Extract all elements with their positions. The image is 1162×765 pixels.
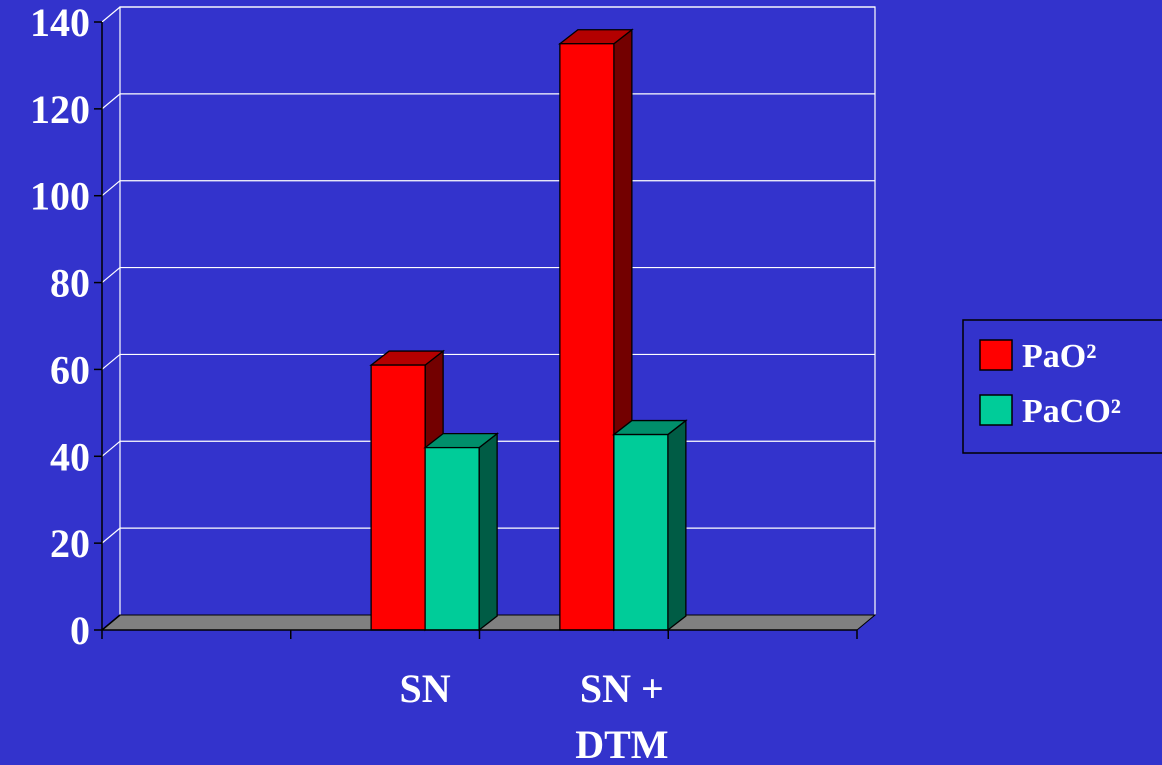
legend-label: PaCO² bbox=[1022, 393, 1121, 430]
gridline-side bbox=[101, 267, 121, 284]
legend-box bbox=[962, 319, 1162, 454]
y-tick-label: 0 bbox=[70, 608, 90, 653]
legend-swatch bbox=[979, 394, 1013, 426]
bar bbox=[369, 349, 446, 632]
y-tick-label: 20 bbox=[50, 521, 90, 566]
y-tick-label: 80 bbox=[50, 261, 90, 306]
legend: PaO² PaCO² bbox=[962, 319, 1162, 454]
y-tick-label: 60 bbox=[50, 347, 90, 392]
x-tick-label-line: DTM bbox=[575, 722, 668, 765]
gridlines bbox=[101, 6, 875, 544]
y-axis-tick-labels: 0 20 40 60 80 100 120 140 bbox=[30, 0, 90, 653]
y-tick-label: 120 bbox=[30, 87, 90, 132]
bar-front bbox=[613, 433, 669, 631]
bars bbox=[369, 28, 688, 632]
y-axis-depth bbox=[101, 614, 121, 631]
legend-swatch bbox=[979, 339, 1013, 371]
bar-front bbox=[370, 364, 426, 631]
x-tick-label-line: SN + bbox=[580, 666, 664, 711]
gridline-side bbox=[101, 527, 121, 544]
gridline-side bbox=[101, 6, 121, 23]
y-tick-label: 100 bbox=[30, 174, 90, 219]
x-axis-category-labels: SN SN + DTM bbox=[400, 666, 669, 765]
gridline-side bbox=[101, 440, 121, 457]
bar-front bbox=[559, 43, 615, 631]
gridline-side bbox=[101, 180, 121, 197]
bar-side bbox=[667, 419, 687, 632]
y-tick-label: 40 bbox=[50, 434, 90, 479]
bar bbox=[611, 419, 688, 632]
x-tick-label: SN bbox=[400, 666, 451, 711]
gridline-side bbox=[101, 353, 121, 370]
y-tick-label: 140 bbox=[30, 0, 90, 45]
x-tick-label: SN + DTM bbox=[575, 666, 668, 765]
bar bbox=[557, 28, 634, 632]
axes bbox=[94, 21, 858, 639]
gridline-side bbox=[101, 93, 121, 110]
x-tick-label-line: SN bbox=[400, 666, 451, 711]
bar-front bbox=[424, 446, 480, 631]
legend-label: PaO² bbox=[1022, 338, 1096, 375]
bar bbox=[423, 432, 500, 632]
bar-side bbox=[478, 432, 498, 632]
